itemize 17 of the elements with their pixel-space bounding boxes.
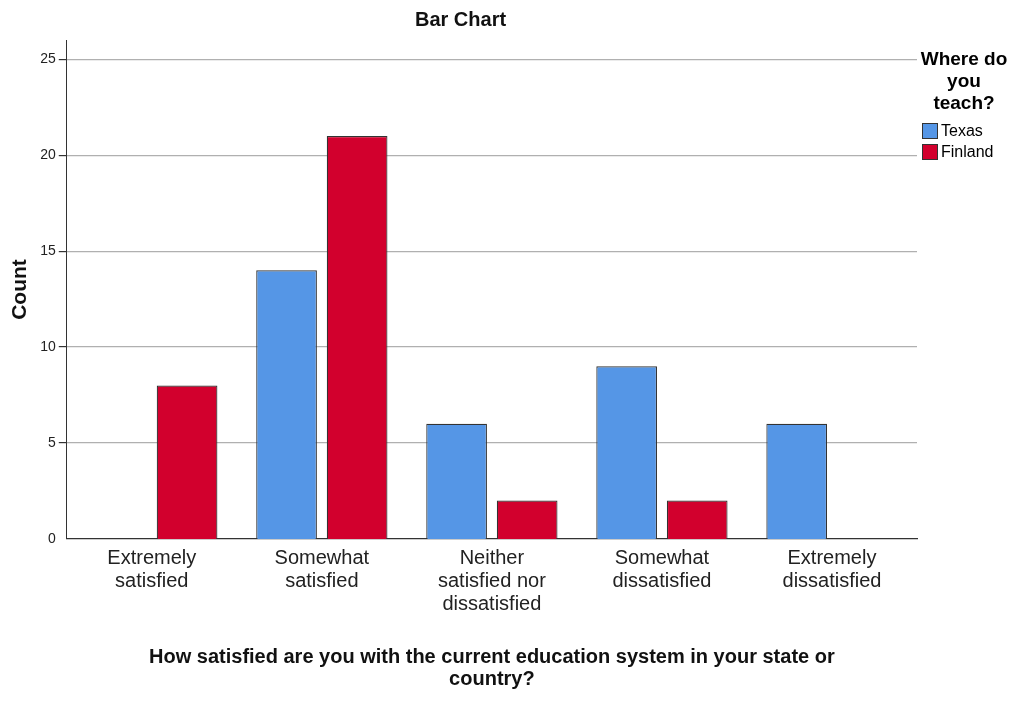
x-tick-label: Neither satisfied nor dissatisfied <box>437 546 547 615</box>
x-axis-title: How satisfied are you with the current education system in your state or country? <box>149 644 835 689</box>
y-tick-label: 20 <box>40 146 56 163</box>
y-tick-label: 25 <box>40 50 56 67</box>
y-tick-label: 15 <box>40 241 56 258</box>
x-tick-label: Somewhat satisfied <box>274 546 370 592</box>
legend-label: Finland <box>941 143 994 161</box>
y-tick-label: 5 <box>47 433 56 450</box>
legend-label: Texas <box>941 122 983 140</box>
y-tick-label: 0 <box>47 529 56 546</box>
x-tick-label: Extremely satisfied <box>107 546 197 592</box>
legend-title: Where do you teach? <box>919 48 1009 114</box>
y-axis-title: Count <box>7 259 31 320</box>
y-tick-label: 10 <box>40 337 56 354</box>
x-tick-label: Somewhat dissatisfied <box>612 546 712 592</box>
chart-title: Bar Chart <box>414 7 507 30</box>
x-tick-label: Extremely dissatisfied <box>782 546 882 592</box>
